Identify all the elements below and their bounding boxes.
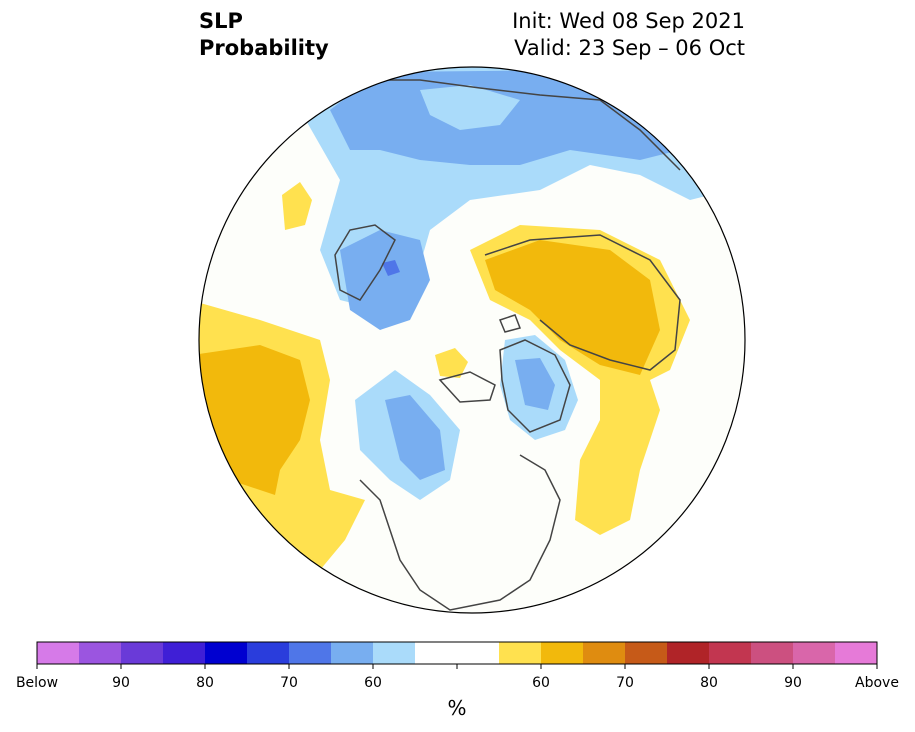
variable-label: SLP (199, 9, 243, 33)
colorbar-cell (331, 642, 374, 664)
above-region-pacific-patch (282, 182, 312, 230)
valid-range-label: Valid: 23 Sep – 06 Oct (514, 36, 745, 60)
colorbar-cell (415, 642, 458, 664)
map-fields (199, 67, 745, 613)
colorbar-cell (163, 642, 206, 664)
colorbar-cell (793, 642, 836, 664)
colorbar-cell (835, 642, 878, 664)
colorbar-tick-label: Above (855, 675, 899, 691)
below-region-siberia-hole (420, 85, 520, 130)
coastline-greenland (499, 339, 571, 433)
colorbar-cell (205, 642, 248, 664)
below-region-atlantic (340, 230, 430, 330)
probability-map (198, 66, 746, 614)
colorbar-tick-label: 60 (364, 675, 382, 691)
colorbar-cell (457, 642, 500, 664)
colorbar-tick-label: 80 (196, 675, 214, 691)
map-title-left: SLP Probability (199, 8, 329, 62)
below-region-atlantic-core (382, 260, 400, 276)
colorbar-tick-label: 70 (616, 675, 634, 691)
colorbar-tick-label: 90 (112, 675, 130, 691)
colorbar-ticks (36, 664, 878, 669)
colorbar-cell (289, 642, 332, 664)
coastline-eurasia (484, 234, 681, 371)
colorbar-cell (583, 642, 626, 664)
colorbar-tick-label: 60 (532, 675, 550, 691)
colorbar-cell (709, 642, 752, 664)
above-region-eurasia-core (485, 240, 660, 375)
below-region-canada-mid (385, 395, 445, 480)
colorbar-tick-label: 70 (280, 675, 298, 691)
coastline-north-america (359, 454, 561, 611)
colorbar-cell (667, 642, 710, 664)
colorbar (36, 641, 878, 669)
colorbar-tick-label: Below (15, 675, 59, 691)
above-region-arctic-patch (435, 348, 468, 378)
colorbar-cell (499, 642, 542, 664)
below-region-greenland-core (515, 358, 555, 410)
colorbar-unit-label: % (447, 696, 467, 720)
kind-label: Probability (199, 36, 329, 60)
map-boundary (198, 66, 746, 614)
colorbar-cell (247, 642, 290, 664)
colorbar-cell (541, 642, 584, 664)
colorbar-cell (751, 642, 794, 664)
colorbar-cells (37, 642, 878, 664)
colorbar-cell (121, 642, 164, 664)
colorbar-cell (79, 642, 122, 664)
map-title-right: Init: Wed 08 Sep 2021 Valid: 23 Sep – 06… (512, 8, 745, 62)
init-date-label: Init: Wed 08 Sep 2021 (512, 9, 745, 33)
coastline-scandinavia (334, 224, 396, 301)
colorbar-tick-label: 90 (784, 675, 802, 691)
colorbar-cell (625, 642, 668, 664)
coastline-arctic-islands (438, 371, 496, 403)
coastline-iceland (498, 314, 521, 333)
above-region-atlantic-arc (575, 380, 660, 535)
colorbar-cell (373, 642, 416, 664)
colorbar-cell (37, 642, 80, 664)
colorbar-tick-label: 80 (700, 675, 718, 691)
